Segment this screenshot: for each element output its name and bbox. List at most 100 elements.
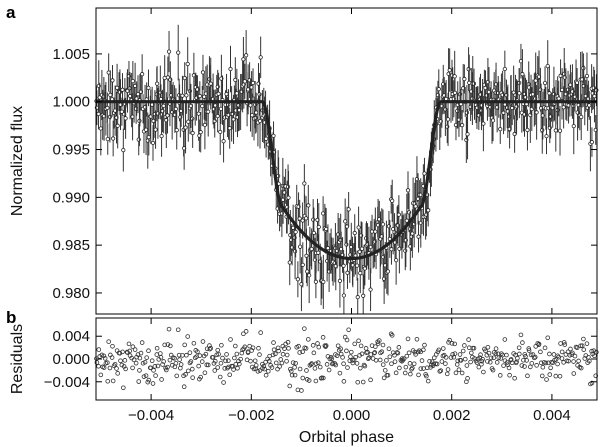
flux-data-point [311,230,316,235]
residual-data-point [150,381,156,386]
residual-data-point [132,347,138,352]
residual-data-point [522,364,527,369]
residual-data-point [166,326,172,332]
residual-data-point [231,367,236,372]
residual-data-point [589,380,595,386]
residual-data-point [559,349,565,355]
flux-data-point [306,203,311,208]
residual-data-point [235,365,240,371]
residual-data-point [557,373,563,379]
flux-data-point [173,106,179,111]
x-tick-label: −0.002 [228,407,274,424]
flux-data-point [96,111,101,117]
residual-data-point [159,377,164,382]
residual-data-point [269,365,275,370]
residual-data-point [361,362,367,368]
residual-data-point [355,379,361,385]
transit-model-curve [95,100,598,261]
residual-data-point [359,351,365,357]
residual-data-point [460,348,466,354]
residual-data-point [447,337,452,343]
residual-data-point [536,341,542,347]
residual-data-point [512,375,517,381]
residual-data-point [578,343,583,349]
residual-data-point [592,353,597,358]
residual-data-point [453,370,459,376]
flux-data-point [227,126,232,131]
residual-data-point [164,367,169,373]
residual-data-point [504,352,509,358]
flux-data-point [373,229,378,234]
residual-data-point [362,363,368,369]
residual-data-point [469,350,474,356]
residual-data-point [422,342,427,348]
flux-y-tick-label: 0.990 [52,189,90,206]
residual-data-point [502,337,508,342]
flux-data-point [506,114,512,119]
residual-data-point [225,365,230,371]
flux-data-point [307,273,312,278]
flux-data-point [253,115,258,120]
residual-data-point [547,351,552,357]
residual-data-point [300,349,305,355]
residual-data-point [311,350,317,356]
residual-data-point [221,380,226,385]
residual-data-point [384,358,389,363]
residual-data-point [195,349,200,355]
residual-data-point [302,326,307,331]
residual-data-point [348,349,354,355]
flux-data-point [295,277,300,282]
flux-data-point [200,70,206,75]
residual-data-point [315,360,321,365]
residual-data-point [146,377,152,383]
x-tick-label: 0.000 [333,407,371,424]
flux-data-point [356,225,361,230]
residual-data-point [273,351,278,357]
residual-data-point [154,345,160,351]
residual-data-point [546,360,551,366]
flux-data-point [410,231,415,236]
residual-data-point [286,346,291,351]
flux-data-point [130,78,135,84]
flux-data-point [105,136,110,142]
flux-data-point [140,72,145,77]
residual-data-point [452,341,457,347]
residual-data-point [323,343,329,348]
flux-data-point [212,118,217,124]
flux-data-point [358,270,363,276]
flux-data-point [183,125,188,130]
flux-data-point [452,90,458,95]
flux-data-point [146,85,151,90]
residual-data-point [412,349,418,355]
flux-data-point [184,93,189,98]
residual-data-point [413,352,418,357]
residual-data-point [462,343,467,348]
residual-data-point [102,356,108,361]
residual-data-point [106,339,111,344]
residual-data-point [584,341,590,346]
residual-data-point [523,354,528,359]
residual-data-point [561,340,567,345]
residual-data-point [389,333,395,338]
residual-data-point [288,366,293,372]
flux-data-point [542,80,548,86]
residual-data-point [142,359,148,365]
residual-data-point [237,361,242,367]
residual-data-point [421,347,426,353]
residual-data-point [256,345,261,351]
panel-b-letter: b [6,308,16,327]
flux-data-point [422,171,427,176]
flux-data-point [341,293,346,298]
flux-data-point [158,90,163,95]
residual-data-point [547,372,553,377]
residual-data-point [431,355,437,361]
flux-data-point [257,92,262,97]
flux-data-point [517,91,522,96]
residual-data-point [250,345,256,351]
flux-data-point [361,293,366,298]
residual-data-point [396,345,402,350]
residual-data-point [275,366,280,372]
residual-data-point [387,354,393,360]
residual-data-point [252,358,258,364]
flux-data-point [155,81,160,86]
